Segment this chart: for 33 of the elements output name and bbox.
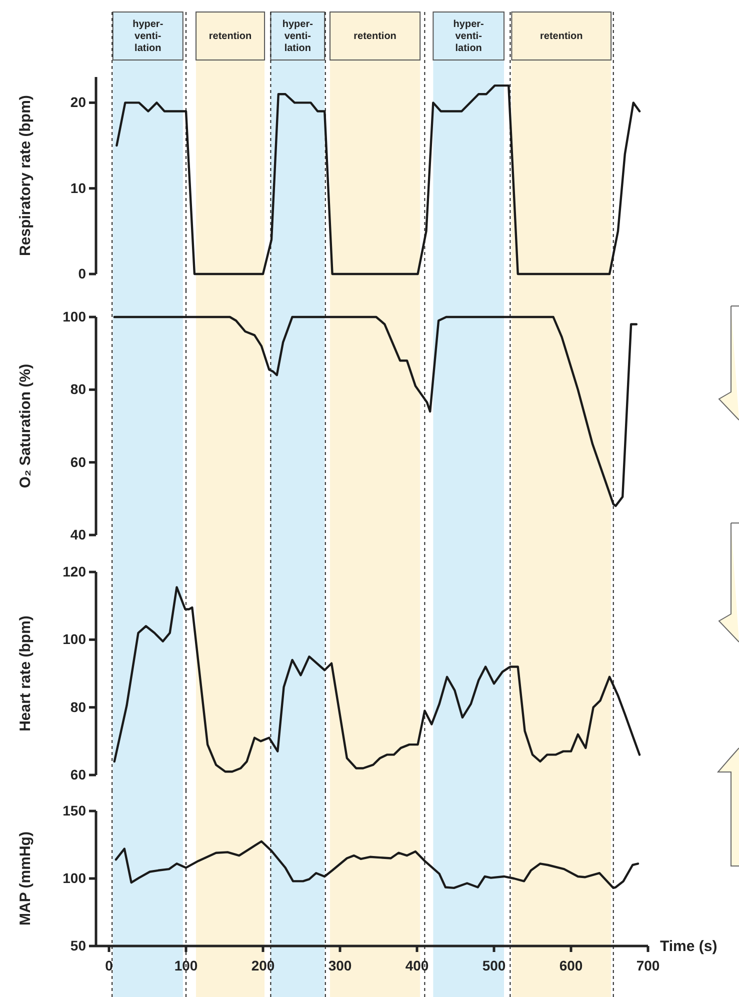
x-tick-label: 600: [559, 957, 583, 974]
y-tick-label: 150: [62, 802, 86, 818]
x-tick-label: 500: [482, 957, 506, 974]
band-label: retention: [208, 31, 252, 42]
y-axis-title: Respiratory rate (bpm): [17, 95, 34, 256]
band-label: retention: [540, 31, 583, 42]
y-tick-label: 40: [70, 526, 86, 542]
x-tick-label: 700: [636, 957, 660, 974]
y-tick-label: 80: [70, 698, 86, 715]
y-tick-label: 50: [70, 937, 86, 954]
band-label: hyper-venti-lation: [132, 19, 164, 54]
x-axis-title: Time (s): [660, 938, 718, 955]
y-tick-label: 20: [70, 94, 86, 110]
band-label: hyper-venti-lation: [453, 19, 484, 54]
y-tick-label: 80: [70, 381, 86, 398]
y-tick-label: 100: [62, 308, 86, 324]
x-tick-label: 400: [405, 957, 429, 974]
x-tick-label: 300: [328, 957, 352, 974]
y-tick-label: 10: [70, 180, 86, 196]
x-tick-label: 100: [174, 957, 198, 974]
y-axis-title: MAP (mmHg): [17, 832, 34, 926]
x-tick-label: 200: [251, 957, 275, 974]
y-axis-title: O₂ Saturation (%): [17, 364, 34, 488]
y-tick-label: 120: [62, 563, 86, 580]
y-tick-label: 100: [62, 631, 86, 648]
y-tick-label: 0: [78, 265, 86, 282]
band-label: retention: [354, 31, 396, 42]
y-tick-label: 60: [70, 454, 86, 470]
x-tick-label: 0: [105, 957, 114, 974]
y-tick-label: 100: [62, 870, 86, 886]
y-axis-title: Heart rate (bpm): [17, 616, 34, 732]
band-label: hyper-venti-lation: [282, 19, 313, 54]
y-tick-label: 60: [70, 766, 86, 782]
